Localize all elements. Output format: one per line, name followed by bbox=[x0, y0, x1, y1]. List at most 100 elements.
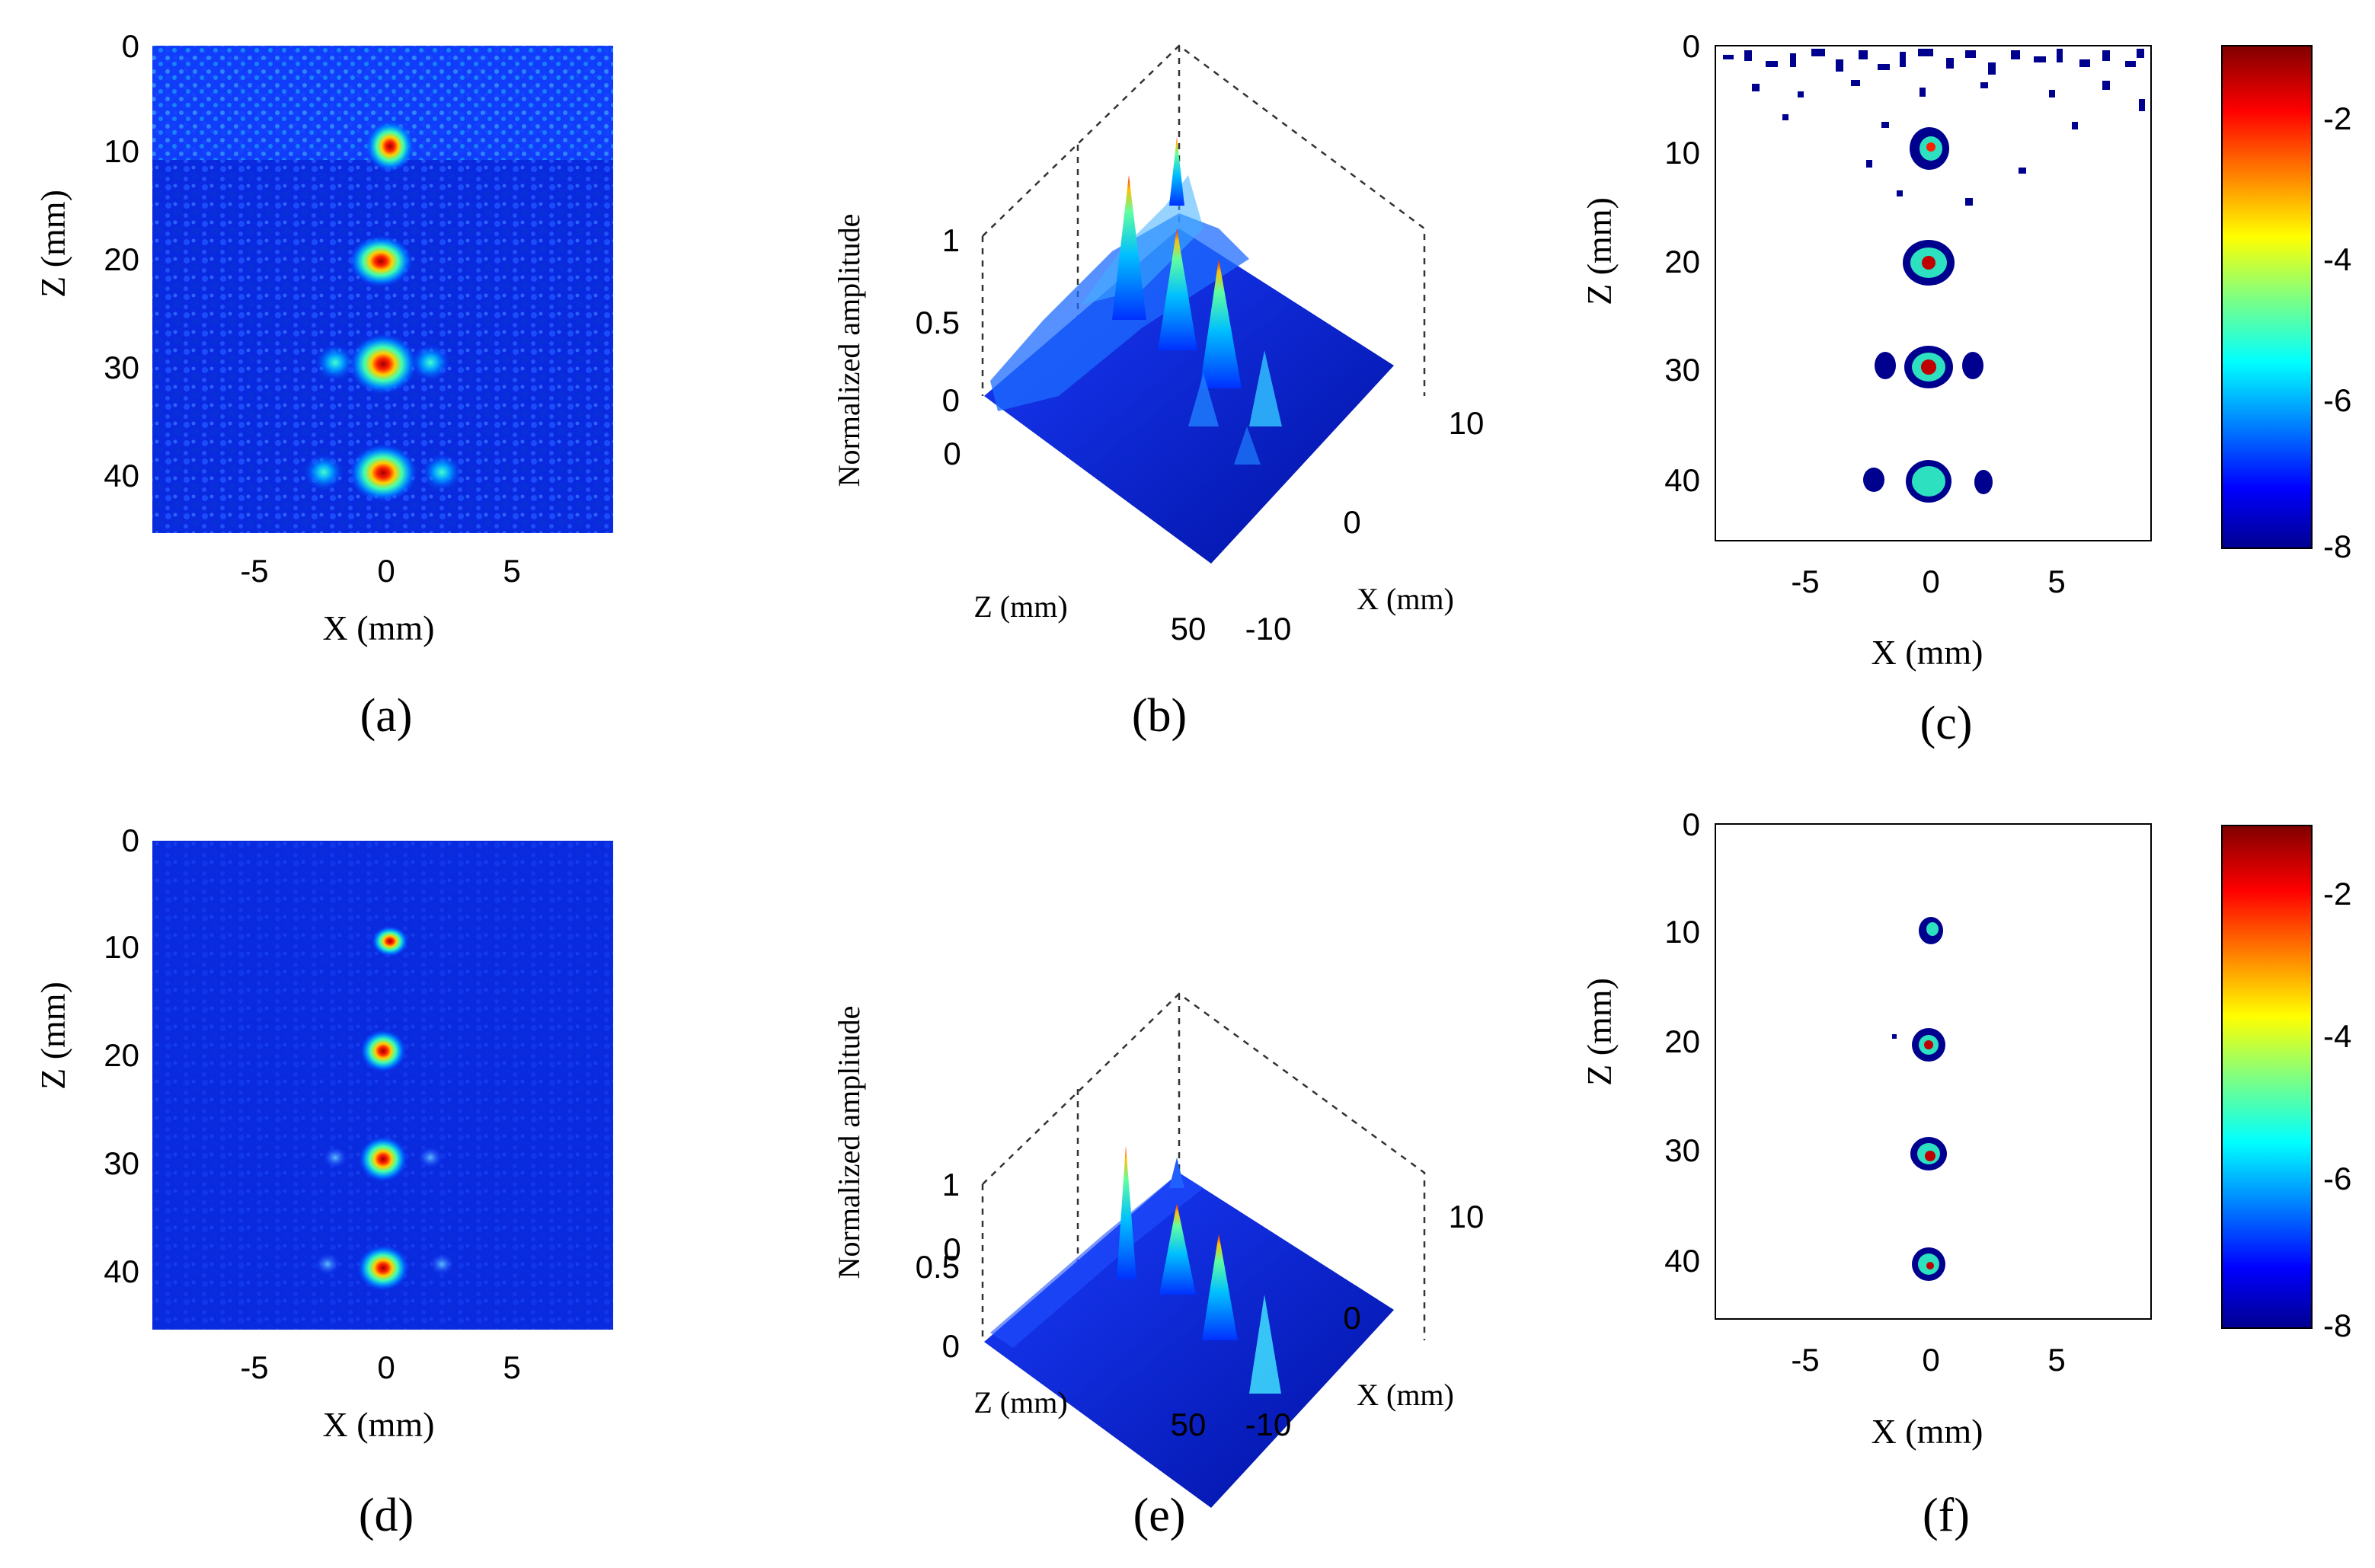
amp-tick: 1 bbox=[942, 222, 960, 258]
panel-b-depth-ticks: 0 50 bbox=[943, 436, 1206, 647]
panel-caption: (f) bbox=[1923, 1490, 1970, 1541]
x-tick: 0 bbox=[1922, 1342, 1939, 1378]
x-axis-label: X (mm) bbox=[1872, 633, 1983, 672]
colorbar-tick: -8 bbox=[2323, 529, 2351, 564]
colorbar-tick: -4 bbox=[2323, 1018, 2351, 1054]
panel-c: 0 10 20 30 40 -5 0 5 X (mm) Z (mm) (c) bbox=[1580, 28, 2152, 749]
z-tick: 0 bbox=[122, 822, 139, 858]
z-tick: 10 bbox=[104, 133, 139, 169]
amp-tick: 0 bbox=[942, 1328, 960, 1364]
x-axis-label: X (mm) bbox=[323, 1405, 435, 1444]
panel-f-targets bbox=[1892, 917, 1947, 1281]
amp-tick: 0.5 bbox=[916, 305, 960, 340]
panel-d: 0 10 20 30 40 -5 0 5 X (mm) Z (mm) (d) bbox=[34, 822, 613, 1541]
depth-tick: 0 bbox=[943, 1231, 961, 1267]
x-tick: 0 bbox=[377, 553, 395, 589]
z-tick: 10 bbox=[104, 929, 139, 965]
x-tick: 5 bbox=[2047, 1342, 2065, 1378]
depth-axis-label: Z (mm) bbox=[973, 1385, 1067, 1420]
colorbar-tick: -6 bbox=[2323, 1161, 2351, 1196]
x-tick: -5 bbox=[1791, 564, 1819, 599]
colorbar-tick: -2 bbox=[2323, 876, 2351, 912]
panel-e-amp-ticks: 1 0.5 0 bbox=[916, 1167, 960, 1364]
y-axis-label: Z (mm) bbox=[34, 190, 72, 298]
panel-e-surface bbox=[984, 1146, 1394, 1508]
colorbar-tick: -8 bbox=[2323, 1308, 2351, 1343]
z-tick: 40 bbox=[1664, 462, 1700, 498]
x-tick: 0 bbox=[377, 1349, 395, 1385]
panel-caption: (e) bbox=[1133, 1490, 1186, 1541]
panel-b: 1 0.5 0 Normalized amplitude 0 50 Z (mm)… bbox=[832, 44, 1485, 742]
panel-caption: (a) bbox=[360, 690, 413, 742]
panel-d-x-ticks: -5 0 5 bbox=[240, 1349, 520, 1385]
x-tick: -5 bbox=[1791, 1342, 1819, 1378]
z-tick: 0 bbox=[1683, 806, 1700, 842]
panel-b-amp-ticks: 1 0.5 0 bbox=[916, 222, 960, 418]
panel-caption: (b) bbox=[1132, 690, 1187, 742]
colorbar-tick: -2 bbox=[2323, 101, 2351, 136]
amp-tick: 1 bbox=[942, 1167, 960, 1202]
z-tick: 20 bbox=[104, 241, 139, 277]
panel-a-x-ticks: -5 0 5 bbox=[240, 553, 520, 589]
x-tick: 5 bbox=[503, 553, 520, 589]
x-axis-label: X (mm) bbox=[1357, 1378, 1454, 1412]
panel-c-targets bbox=[1863, 127, 1993, 503]
x-tick: -10 bbox=[1245, 1407, 1292, 1442]
x-tick: 0 bbox=[1343, 1300, 1360, 1336]
panel-e-depth-ticks: 0 50 bbox=[943, 1231, 1206, 1442]
x-tick: 5 bbox=[503, 1349, 520, 1385]
panel-c-z-ticks: 0 10 20 30 40 bbox=[1664, 28, 1700, 498]
x-axis-label: X (mm) bbox=[1357, 582, 1454, 616]
z-tick: 0 bbox=[122, 28, 139, 64]
z-tick: 30 bbox=[1664, 352, 1700, 388]
panel-d-image bbox=[152, 841, 613, 1330]
z-axis-label: Normalized amplitude bbox=[832, 1006, 866, 1279]
x-tick: 10 bbox=[1449, 405, 1485, 441]
x-tick: -5 bbox=[240, 553, 268, 589]
x-tick: 0 bbox=[1343, 504, 1360, 540]
colorbar-tick: -4 bbox=[2323, 241, 2351, 277]
depth-tick: 50 bbox=[1171, 1407, 1207, 1442]
z-tick: 10 bbox=[1664, 914, 1700, 950]
panel-a-image bbox=[152, 46, 613, 533]
panel-e-x-ticks: 10 0 -10 bbox=[1245, 1199, 1485, 1442]
depth-tick: 0 bbox=[943, 436, 961, 471]
z-tick: 20 bbox=[1664, 1024, 1700, 1059]
z-tick: 40 bbox=[104, 1253, 139, 1289]
x-tick: 0 bbox=[1922, 564, 1939, 599]
panel-e: 1 0.5 0 Normalized amplitude 0 50 Z (mm)… bbox=[832, 992, 1485, 1541]
panel-e-box bbox=[981, 992, 1426, 1342]
z-tick: 30 bbox=[1664, 1132, 1700, 1168]
z-tick: 0 bbox=[1683, 28, 1700, 64]
amp-tick: 0 bbox=[942, 382, 960, 418]
z-tick: 40 bbox=[1664, 1243, 1700, 1279]
x-tick: -5 bbox=[240, 1349, 268, 1385]
panel-b-x-ticks: 10 0 -10 bbox=[1245, 405, 1485, 647]
panel-c-x-ticks: -5 0 5 bbox=[1791, 564, 2065, 599]
colorbar-tick: -6 bbox=[2323, 382, 2351, 418]
x-tick: 5 bbox=[2047, 564, 2065, 599]
panel-caption: (c) bbox=[1920, 698, 1973, 749]
panel-d-z-ticks: 0 10 20 30 40 bbox=[104, 822, 139, 1289]
z-tick: 30 bbox=[104, 1145, 139, 1181]
z-tick: 20 bbox=[1664, 244, 1700, 279]
panel-c-noise bbox=[1723, 49, 2145, 206]
panel-f-axes bbox=[1715, 823, 2152, 1320]
z-tick: 10 bbox=[1664, 135, 1700, 171]
z-axis-label: Normalized amplitude bbox=[832, 214, 866, 487]
z-tick: 20 bbox=[104, 1037, 139, 1073]
x-axis-label: X (mm) bbox=[323, 608, 435, 647]
panel-f: 0 10 20 30 40 -5 0 5 X (mm) Z (mm) (f) bbox=[1580, 806, 2152, 1541]
x-axis-label: X (mm) bbox=[1872, 1412, 1983, 1451]
y-axis-label: Z (mm) bbox=[1580, 197, 1619, 305]
panel-a: 0 10 20 30 40 -5 0 5 X (mm) Z (mm) (a) bbox=[34, 28, 613, 742]
z-tick: 30 bbox=[104, 350, 139, 385]
colorbar-1: -2 -4 -6 -8 bbox=[2221, 45, 2351, 564]
panel-a-z-ticks: 0 10 20 30 40 bbox=[104, 28, 139, 493]
y-axis-label: Z (mm) bbox=[1580, 978, 1619, 1086]
y-axis-label: Z (mm) bbox=[34, 982, 72, 1090]
panel-f-x-ticks: -5 0 5 bbox=[1791, 1342, 2065, 1378]
panel-b-surface bbox=[984, 137, 1394, 564]
x-tick: 10 bbox=[1449, 1199, 1485, 1234]
